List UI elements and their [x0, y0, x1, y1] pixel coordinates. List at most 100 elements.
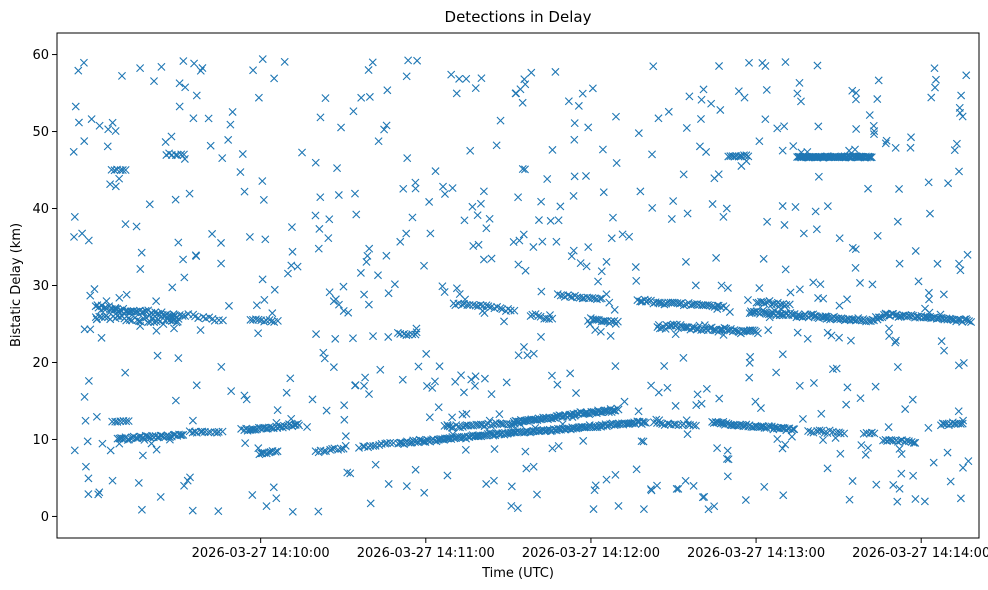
data-point: [154, 316, 163, 325]
data-point: [468, 202, 477, 211]
data-point: [97, 333, 106, 342]
data-point: [425, 413, 434, 422]
data-point: [778, 202, 787, 211]
data-point: [823, 328, 832, 337]
data-point: [655, 298, 664, 307]
data-point: [218, 316, 227, 325]
data-point: [804, 427, 813, 436]
data-point: [745, 309, 754, 318]
data-point: [448, 184, 457, 193]
data-point: [936, 310, 945, 319]
data-point: [152, 326, 161, 335]
data-point: [715, 325, 724, 334]
data-point: [772, 368, 781, 377]
data-point: [337, 123, 346, 132]
data-point: [745, 58, 754, 67]
data-point: [108, 118, 117, 127]
data-point: [959, 463, 967, 472]
data-point: [403, 154, 412, 163]
data-point: [671, 330, 680, 339]
data-point: [760, 482, 769, 491]
data-point: [893, 497, 902, 506]
data-point: [248, 490, 257, 499]
data-point: [404, 56, 413, 65]
data-point: [153, 351, 162, 360]
data-point: [753, 329, 762, 338]
data-point: [946, 315, 955, 324]
data-point: [455, 74, 464, 83]
data-point: [420, 488, 429, 497]
data-point: [236, 168, 245, 177]
data-point: [740, 93, 749, 102]
data-point: [556, 202, 565, 211]
data-point: [545, 311, 554, 320]
data-point: [426, 229, 435, 238]
data-point: [308, 395, 317, 404]
data-point: [487, 390, 496, 399]
data-point: [955, 103, 964, 112]
data-point: [320, 354, 329, 363]
data-point: [384, 289, 393, 298]
data-point: [790, 425, 799, 434]
data-point: [425, 197, 434, 206]
data-point: [652, 415, 661, 424]
data-point: [547, 371, 556, 380]
data-point: [581, 423, 590, 432]
data-point: [906, 143, 915, 152]
data-point: [867, 153, 876, 162]
data-point: [334, 300, 343, 309]
data-point: [70, 446, 79, 455]
data-point: [924, 178, 933, 187]
data-point: [382, 251, 391, 260]
data-point: [326, 445, 335, 454]
data-point: [298, 148, 307, 157]
data-point: [558, 420, 567, 429]
data-point: [165, 433, 174, 442]
data-point: [536, 312, 545, 321]
data-point: [713, 304, 722, 313]
data-point: [835, 234, 844, 243]
data-point: [522, 464, 531, 473]
data-point: [744, 152, 753, 161]
data-point: [373, 271, 382, 280]
data-point: [514, 193, 523, 202]
data-point: [852, 88, 861, 97]
data-point: [673, 299, 682, 308]
data-point: [249, 425, 258, 434]
data-point: [79, 58, 88, 67]
data-point: [893, 217, 902, 226]
data-point: [608, 213, 617, 222]
data-point: [967, 317, 976, 326]
data-point: [331, 334, 340, 343]
data-point: [543, 175, 552, 183]
data-point: [115, 293, 124, 302]
data-point: [456, 423, 465, 432]
data-point: [691, 421, 700, 430]
y-tick-label: 0: [41, 510, 49, 525]
data-point: [364, 300, 373, 309]
data-point: [192, 381, 201, 390]
data-point: [819, 294, 828, 303]
data-point: [846, 336, 855, 345]
data-point: [273, 406, 282, 415]
data-point: [814, 122, 823, 131]
data-point: [719, 330, 728, 339]
data-point: [516, 85, 525, 94]
data-point: [411, 184, 420, 193]
data-point: [174, 238, 183, 247]
data-point: [170, 324, 179, 333]
data-point: [83, 437, 92, 446]
data-point: [956, 494, 965, 503]
data-point: [584, 123, 593, 132]
data-point: [734, 87, 743, 96]
data-point: [180, 273, 189, 282]
data-point: [724, 455, 733, 464]
data-point: [648, 203, 657, 212]
data-point: [962, 71, 971, 80]
data-point: [911, 246, 920, 255]
x-tick-label: 2026-03-27 14:10:00: [192, 546, 330, 561]
data-point: [443, 420, 452, 429]
data-point: [457, 371, 466, 380]
data-point: [340, 415, 349, 424]
data-point: [506, 306, 515, 315]
